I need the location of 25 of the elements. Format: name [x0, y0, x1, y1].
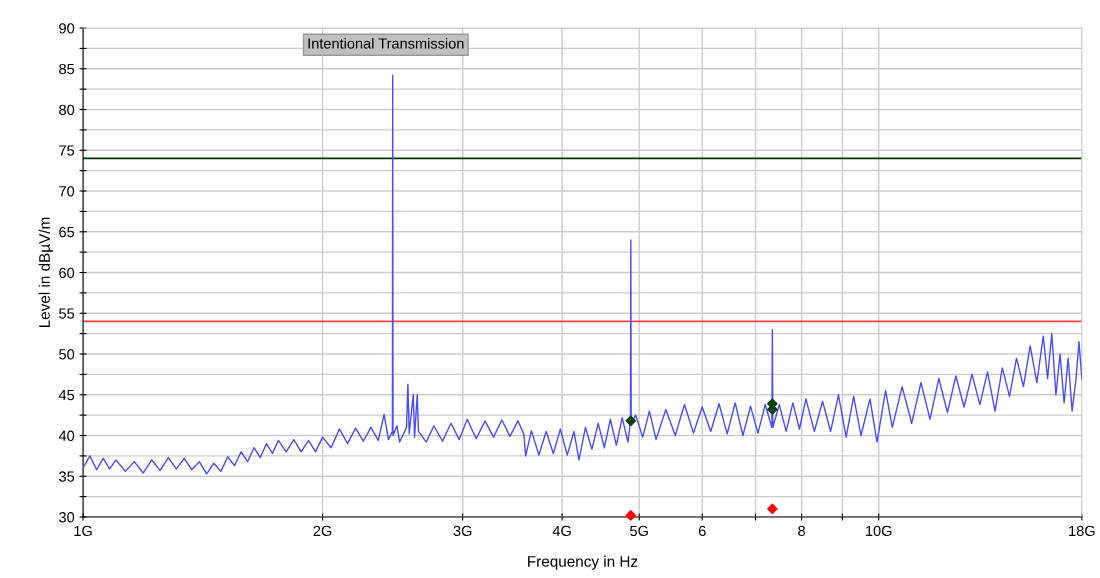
y-axis-title: Level in dBµV/m	[38, 217, 53, 328]
y-tick-label: 35	[59, 471, 75, 482]
x-tick-label: 6	[698, 525, 706, 537]
x-tick-label: 3G	[453, 525, 472, 537]
y-tick-label: 75	[59, 145, 75, 156]
y-tick-label: 65	[59, 226, 75, 238]
y-tick-label: 30	[59, 512, 75, 523]
y-tick-label: 60	[59, 267, 75, 278]
x-axis-title: Frequency in Hz	[528, 555, 638, 570]
y-tick-label: 40	[58, 430, 75, 441]
y-tick-label: 70	[59, 186, 75, 197]
x-tick-label: 2G	[313, 525, 332, 537]
y-tick-label: 55	[59, 308, 75, 319]
y-tick-label: 50	[59, 349, 75, 360]
x-tick-label: 8	[798, 525, 806, 537]
x-tick-label: 4G	[552, 525, 571, 537]
x-tick-label: 1G	[74, 525, 92, 537]
annotation: Intentional Transmission	[308, 37, 464, 49]
x-tick-label: 10G	[866, 525, 892, 537]
y-tick-label: 45	[58, 390, 75, 401]
x-tick-label: 5G	[630, 525, 648, 537]
y-tick-label: 80	[59, 104, 75, 115]
y-tick-label: 90	[59, 23, 75, 34]
x-tick-label: 18G	[1069, 525, 1095, 537]
y-tick-label: 85	[59, 63, 75, 75]
